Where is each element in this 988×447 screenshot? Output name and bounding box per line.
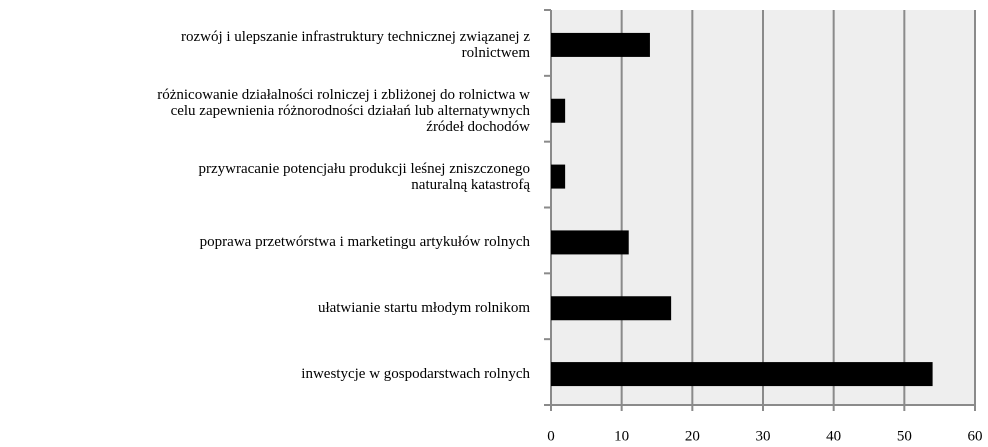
x-tick-label: 0 [547, 428, 555, 444]
category-label: inwestycje w gospodarstwach rolnych [301, 366, 530, 383]
x-tick-label: 50 [897, 428, 912, 444]
category-label: przywracanie potencjału produkcji leśnej… [198, 160, 530, 193]
category-label: różnicowanie działalności rolniczej i zb… [157, 86, 530, 135]
bar [551, 362, 933, 387]
x-tick-label: 10 [614, 428, 629, 444]
category-label: ułatwianie startu młodym rolnikom [317, 300, 530, 317]
x-tick-label: 40 [826, 428, 841, 444]
bar [551, 164, 566, 189]
category-label: poprawa przetwórstwa i marketingu artyku… [199, 234, 530, 251]
bar [551, 32, 650, 57]
x-tick-label: 30 [756, 428, 771, 444]
bar [551, 230, 629, 255]
bar [551, 296, 672, 321]
x-tick-label: 60 [968, 428, 983, 444]
category-label: rozwój i ulepszanie infrastruktury techn… [180, 28, 530, 61]
x-tick-label: 20 [685, 428, 700, 444]
bar [551, 98, 566, 123]
